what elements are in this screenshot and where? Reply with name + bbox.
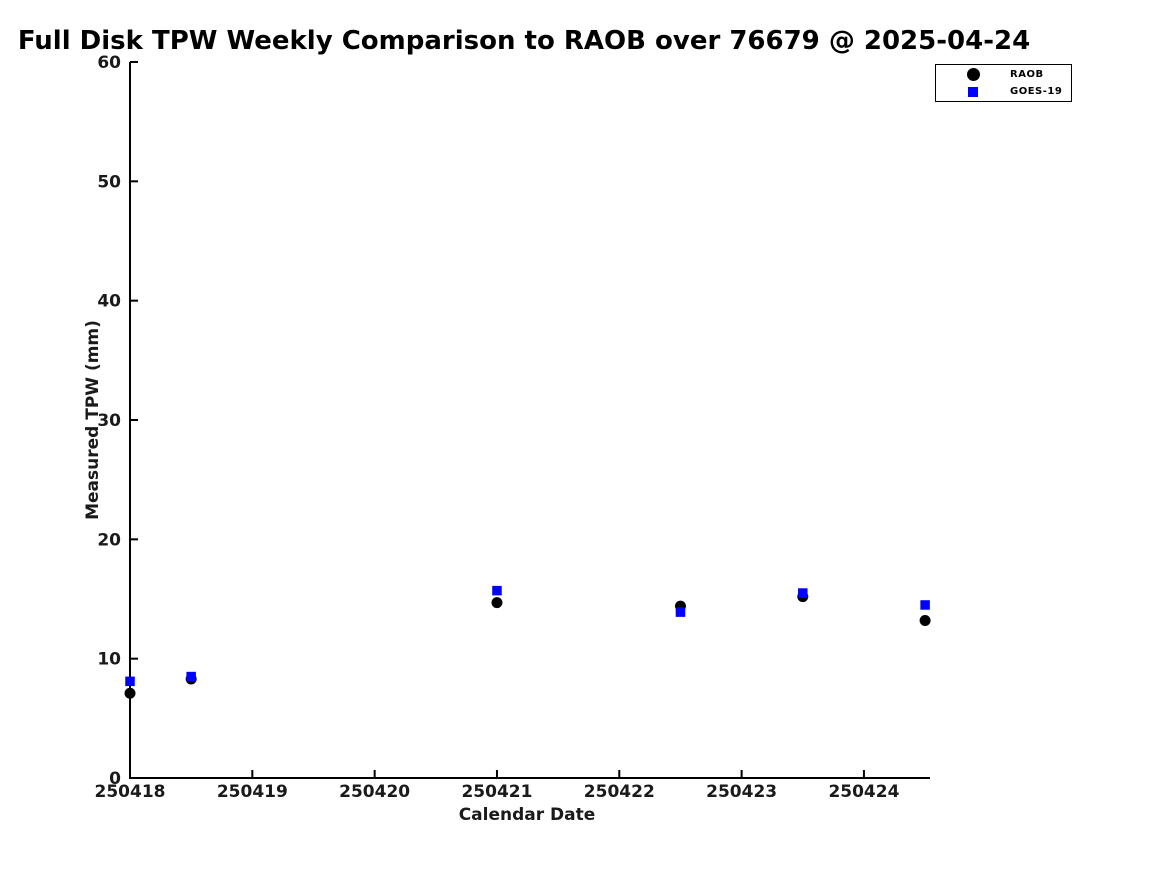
raob-marker	[124, 687, 136, 699]
y-tick-label: 30	[97, 411, 121, 431]
x-tick-label: 250418	[95, 782, 166, 802]
legend: RAOB GOES-19	[935, 64, 1072, 102]
y-tick-label: 40	[97, 292, 121, 312]
x-tick-label: 250423	[706, 782, 777, 802]
y-tick-label: 20	[97, 530, 121, 550]
goes-19-marker	[798, 588, 808, 598]
x-tick-label: 250421	[461, 782, 532, 802]
y-tick-label: 10	[97, 650, 121, 670]
legend-marker-cell	[936, 86, 1010, 97]
legend-marker-cell	[936, 68, 1010, 81]
goes-19-marker	[492, 585, 502, 596]
y-tick-label: 60	[97, 53, 121, 73]
y-tick-label: 50	[97, 172, 121, 192]
x-tick-label: 250424	[828, 782, 899, 802]
raob-circle-icon	[966, 68, 980, 81]
legend-label: RAOB	[1010, 69, 1044, 80]
legend-item-goes-19: GOES-19	[936, 84, 1071, 100]
raob-marker	[919, 614, 931, 626]
x-tick-label: 250419	[217, 782, 288, 802]
legend-item-raob: RAOB	[936, 67, 1071, 83]
chart-title: Full Disk TPW Weekly Comparison to RAOB …	[17, 26, 1031, 56]
goes-19-marker	[125, 676, 135, 687]
goes-19-marker	[186, 671, 196, 682]
goes-19-marker	[675, 607, 686, 617]
raob-marker	[491, 597, 503, 609]
x-tick-label: 250422	[584, 782, 655, 802]
goes-19-square-icon	[968, 86, 978, 97]
goes-19-marker	[920, 600, 930, 610]
y-tick-label: 0	[109, 769, 121, 789]
legend-label: GOES-19	[1010, 86, 1063, 97]
x-tick-label: 250420	[339, 782, 410, 802]
x-axis-label: Calendar Date	[458, 805, 596, 825]
